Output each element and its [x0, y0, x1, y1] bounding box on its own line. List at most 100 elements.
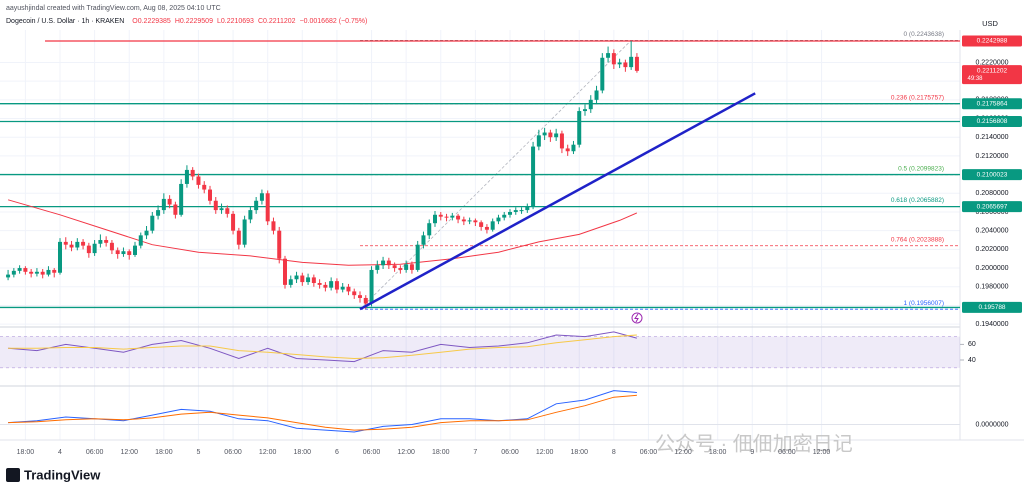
x-tick-label: 5: [197, 449, 201, 456]
candle-body: [381, 260, 386, 266]
candle-body: [450, 215, 455, 218]
candle-body: [259, 193, 264, 201]
candle-body: [11, 270, 16, 275]
price-badge: [962, 301, 1022, 313]
candle-body: [513, 210, 518, 212]
y-tick-label: 0.2220000: [975, 59, 1008, 66]
candle-body: [508, 211, 512, 215]
candle-body: [121, 251, 126, 255]
brand: TradingView: [24, 467, 101, 482]
candle-body: [611, 53, 616, 65]
candle-body: [213, 200, 218, 211]
candle-body: [167, 198, 172, 205]
candle-body: [283, 258, 287, 285]
candle-body: [248, 210, 253, 220]
candle-body: [473, 220, 478, 223]
candle-body: [404, 264, 409, 270]
candle-body: [565, 148, 570, 152]
symbol: Dogecoin / U.S. Dollar · 1h · KRAKEN: [6, 18, 124, 25]
candle-body: [208, 189, 212, 201]
candle-body: [17, 268, 22, 271]
candle-body: [219, 208, 224, 211]
x-tick-label: 12:00: [259, 449, 277, 456]
candle-body: [104, 240, 109, 243]
candle-body: [525, 206, 530, 211]
trendline: [359, 92, 756, 311]
candle-body: [288, 279, 293, 285]
y-tick-label: 0.2020000: [975, 246, 1008, 253]
price-badge-label: 0.2175864: [977, 100, 1008, 107]
candle-body: [109, 242, 114, 251]
candle-body: [184, 169, 189, 184]
candle-body: [398, 268, 403, 270]
candle-body: [46, 269, 51, 275]
x-tick-label: 18:00: [294, 449, 312, 456]
candle-body: [502, 214, 507, 218]
candle-body: [23, 268, 28, 272]
x-tick-label: 4: [58, 449, 62, 456]
candle-body: [461, 219, 466, 222]
fib-label: 1 (0.1956007): [904, 300, 944, 307]
candle-body: [554, 133, 559, 138]
candle-body: [271, 221, 276, 231]
last-price-badge: [962, 65, 1022, 85]
candle-body: [594, 90, 599, 100]
x-tick-label: 18:00: [432, 449, 450, 456]
x-tick-label: 6: [335, 449, 339, 456]
watermark: 公众号 · 佃佃加密日记: [655, 432, 853, 455]
y-tick-label: 0.2060000: [975, 209, 1008, 216]
symbol-line: Dogecoin / U.S. Dollar · 1h · KRAKEN O0.2…: [6, 18, 367, 25]
candle-body: [29, 271, 34, 274]
ohlc: −0.0016682 (−0.75%): [300, 18, 368, 25]
candle-body: [69, 244, 74, 248]
price-badge-label: 0.2065697: [977, 203, 1008, 210]
candle-body: [583, 109, 587, 112]
candle-body: [40, 271, 45, 275]
y-tick-label: 0.2040000: [975, 228, 1008, 235]
price-badge: [962, 169, 1022, 181]
candle-body: [352, 291, 357, 296]
x-tick-label: 12:00: [120, 449, 138, 456]
candle-body: [559, 133, 564, 149]
x-tick-label: 18:00: [17, 449, 35, 456]
x-tick-label: 18:00: [155, 449, 173, 456]
candle-body: [334, 281, 339, 290]
candle-body: [427, 223, 432, 236]
moving-average: [7, 199, 638, 266]
candle-body: [317, 283, 322, 285]
candle-body: [98, 240, 103, 244]
candle-body: [340, 286, 345, 290]
candle-body: [306, 277, 311, 283]
candle-body: [392, 265, 397, 269]
candle-body: [190, 169, 195, 177]
macd-line: [8, 390, 637, 433]
x-tick-label: 8: [612, 449, 616, 456]
currency: USD: [982, 19, 998, 28]
candle-body: [127, 251, 132, 255]
candle-body: [202, 184, 207, 190]
y-tick-label: 0.2000000: [975, 265, 1008, 272]
candle-body: [144, 230, 149, 236]
candle-body: [133, 245, 137, 255]
candle-body: [6, 274, 11, 278]
x-tick-label: 12:00: [674, 449, 692, 456]
macd-tick-label: 0.0000000: [975, 421, 1008, 428]
rsi-band: [0, 336, 960, 368]
candle-body: [242, 219, 247, 245]
candle-body: [444, 216, 449, 218]
candle-body: [531, 146, 536, 207]
candle-body: [571, 144, 576, 152]
price-badge: [962, 98, 1022, 110]
x-tick-label: 18:00: [709, 449, 727, 456]
fib-label: 0.764 (0.2023888): [891, 236, 944, 243]
candle-body: [115, 250, 120, 255]
candle-body: [542, 132, 547, 136]
fib-label: 0.236 (0.2175757): [891, 95, 944, 102]
y-tick-label: 0.1940000: [975, 321, 1008, 328]
candle-body: [600, 57, 605, 91]
candle-body: [150, 215, 155, 231]
candle-body: [300, 275, 305, 283]
event-icon-bolt: [634, 313, 639, 323]
